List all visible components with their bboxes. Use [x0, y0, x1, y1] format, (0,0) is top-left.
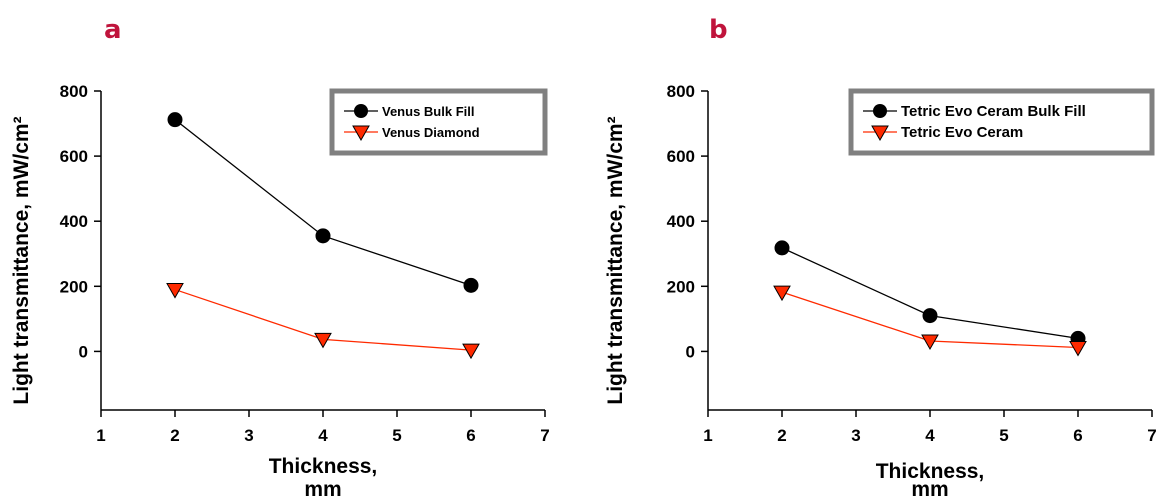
legend-label: Venus Diamond: [382, 125, 480, 140]
y-tick-label: 400: [60, 212, 88, 231]
x-tick-label: 7: [1147, 426, 1156, 445]
x-tick-label: 4: [925, 426, 935, 445]
x-tick-label: 3: [244, 426, 253, 445]
legend-box: [848, 88, 1155, 156]
x-tick-label: 5: [392, 426, 401, 445]
legend-box: [329, 88, 548, 156]
y-tick-label: 0: [686, 342, 695, 361]
x-axis-label-unit: mm: [911, 478, 948, 501]
data-point: [462, 343, 480, 360]
y-tick-label: 200: [667, 277, 695, 296]
x-axis-label: Thickness,: [876, 460, 985, 483]
legend-label: Venus Bulk Fill: [382, 104, 474, 119]
data-point: [314, 332, 332, 349]
x-tick-label: 2: [170, 426, 179, 445]
y-axis-label: Light transmittance, mW/cm²: [604, 116, 627, 404]
legend-label: Tetric Evo Ceram: [901, 124, 1023, 141]
x-tick-label: 3: [851, 426, 860, 445]
legend-label: Tetric Evo Ceram Bulk Fill: [901, 103, 1086, 120]
x-axis-label: Thickness,: [269, 455, 378, 478]
data-point: [167, 112, 183, 128]
data-point: [922, 308, 938, 324]
x-tick-label: 2: [777, 426, 786, 445]
data-point: [774, 240, 790, 256]
legend-marker: [354, 104, 368, 118]
series-line: [781, 247, 1079, 340]
legend-marker: [352, 125, 370, 142]
x-tick-label: 4: [318, 426, 328, 445]
panel-label: a: [104, 15, 122, 45]
y-tick-label: 400: [667, 212, 695, 231]
x-tick-label: 5: [999, 426, 1008, 445]
y-tick-label: 800: [667, 82, 695, 101]
y-axis-label: Light transmittance, mW/cm²: [10, 116, 33, 404]
data-point: [1069, 341, 1087, 357]
x-tick-label: 7: [540, 426, 549, 445]
data-point: [921, 334, 939, 350]
x-tick-label: 1: [703, 426, 712, 445]
x-axis-label-unit: mm: [304, 478, 341, 501]
y-tick-label: 600: [60, 147, 88, 166]
panel-label: b: [709, 15, 728, 45]
legend-marker: [873, 104, 887, 118]
y-tick-label: 200: [60, 277, 88, 296]
x-tick-label: 6: [466, 426, 475, 445]
x-tick-label: 1: [96, 426, 105, 445]
y-tick-label: 800: [60, 82, 88, 101]
data-point: [315, 228, 331, 244]
chart-panel-a: a 0 200 400 600 800 1 2 3 4 5 6 7 Thickness,mm Light t…: [10, 15, 550, 501]
data-point: [773, 285, 791, 302]
legend-marker: [871, 125, 889, 142]
y-tick-label: 0: [79, 342, 88, 361]
chart-panel-b: b 0 200 400 600 800 1 2 3 4 5 6 7 Thickness,mm Light t…: [604, 15, 1157, 501]
x-tick-label: 6: [1073, 426, 1082, 445]
y-tick-label: 600: [667, 147, 695, 166]
data-point: [463, 277, 479, 293]
data-point: [166, 283, 184, 299]
